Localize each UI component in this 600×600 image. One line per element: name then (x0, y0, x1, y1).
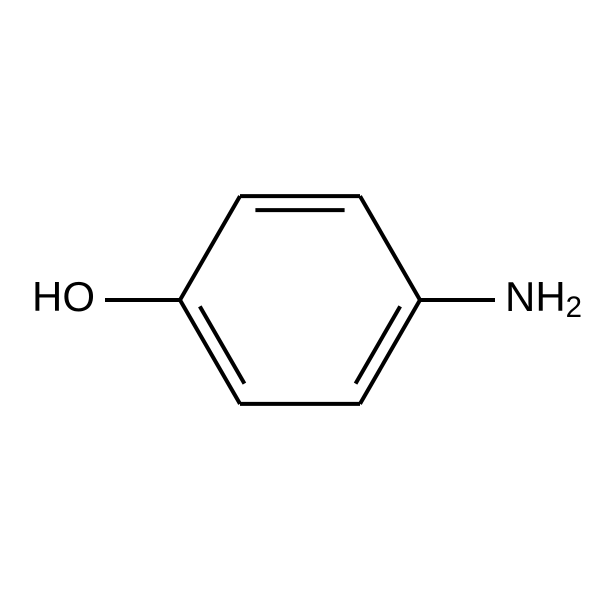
ring-bond (180, 196, 240, 300)
ring-bond (360, 196, 420, 300)
amino-label: NH2 (505, 273, 582, 324)
hydroxyl-label: HO (32, 273, 95, 320)
ring-bond (180, 300, 240, 404)
molecule-diagram: HO NH2 (0, 0, 600, 600)
ring-bond (360, 300, 420, 404)
